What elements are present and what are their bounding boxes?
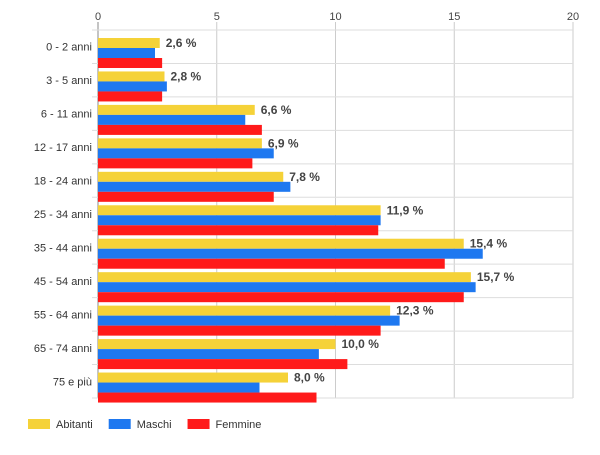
data-label: 8,0 % — [294, 371, 325, 385]
bar-abitanti — [98, 71, 165, 82]
legend-label-maschi: Maschi — [137, 419, 172, 431]
bar-maschi — [98, 282, 476, 293]
bar-maschi — [98, 215, 381, 226]
bar-abitanti — [98, 272, 471, 283]
bar-maschi — [98, 181, 291, 192]
bar-abitanti — [98, 339, 336, 350]
bar-maschi — [98, 382, 260, 393]
bar-abitanti — [98, 238, 464, 249]
y-tick-label: 18 - 24 anni — [34, 176, 92, 188]
legend-swatch-maschi — [108, 419, 131, 429]
bar-maschi — [98, 315, 400, 326]
bar-abitanti — [98, 305, 391, 316]
y-tick-label: 3 - 5 anni — [46, 75, 92, 87]
y-tick-label: 45 - 54 anni — [34, 276, 92, 288]
legend-label-femmine: Femmine — [216, 419, 262, 431]
data-label: 11,9 % — [387, 203, 424, 217]
data-label: 12,3 % — [396, 304, 434, 318]
data-label: 10,0 % — [342, 337, 380, 351]
bar-maschi — [98, 114, 246, 125]
bar-abitanti — [98, 138, 262, 149]
y-tick-label: 75 e più — [53, 376, 92, 388]
bar-femmine — [98, 325, 381, 336]
bar-abitanti — [98, 205, 381, 216]
data-label: 7,8 % — [289, 170, 320, 184]
x-tick-label: 20 — [567, 11, 579, 23]
bar-maschi — [98, 81, 167, 92]
bar-abitanti — [98, 104, 255, 115]
y-tick-label: 12 - 17 anni — [34, 142, 92, 154]
y-tick-label: 6 - 11 anni — [41, 109, 92, 121]
bar-femmine — [98, 359, 348, 370]
bar-femmine — [98, 225, 379, 236]
bar-femmine — [98, 91, 163, 102]
legend-swatch-femmine — [187, 419, 210, 429]
bar-maschi — [98, 48, 155, 58]
legend-label-abitanti: Abitanti — [56, 419, 93, 431]
bar-femmine — [98, 292, 464, 303]
bar-abitanti — [98, 372, 288, 383]
x-tick-label: 5 — [214, 11, 220, 23]
bar-maschi — [98, 148, 274, 159]
bar-maschi — [98, 248, 483, 259]
bar-abitanti — [98, 171, 284, 182]
y-tick-label: 55 - 64 anni — [34, 309, 92, 321]
bar-femmine — [98, 191, 274, 202]
x-tick-label: 10 — [329, 11, 341, 23]
bar-femmine — [98, 124, 262, 135]
x-tick-label: 15 — [448, 11, 460, 23]
legend-swatch-abitanti — [28, 419, 50, 429]
data-label: 15,7 % — [477, 270, 515, 284]
bar-femmine — [98, 392, 317, 403]
bar-maschi — [98, 349, 319, 360]
bar-femmine — [98, 158, 253, 169]
y-tick-label: 65 - 74 anni — [34, 343, 92, 355]
data-label: 15,4 % — [470, 237, 508, 251]
data-label: 2,8 % — [171, 69, 202, 83]
data-label: 2,6 % — [166, 36, 197, 50]
bar-femmine — [98, 58, 163, 68]
data-label: 6,6 % — [261, 103, 292, 117]
y-tick-label: 35 - 44 anni — [34, 242, 92, 254]
bar-abitanti — [98, 38, 160, 48]
data-label: 6,9 % — [268, 136, 299, 150]
bar-femmine — [98, 258, 445, 269]
y-tick-label: 25 - 34 anni — [34, 209, 92, 221]
x-tick-label: 0 — [95, 11, 101, 23]
y-tick-label: 0 - 2 anni — [46, 42, 92, 54]
